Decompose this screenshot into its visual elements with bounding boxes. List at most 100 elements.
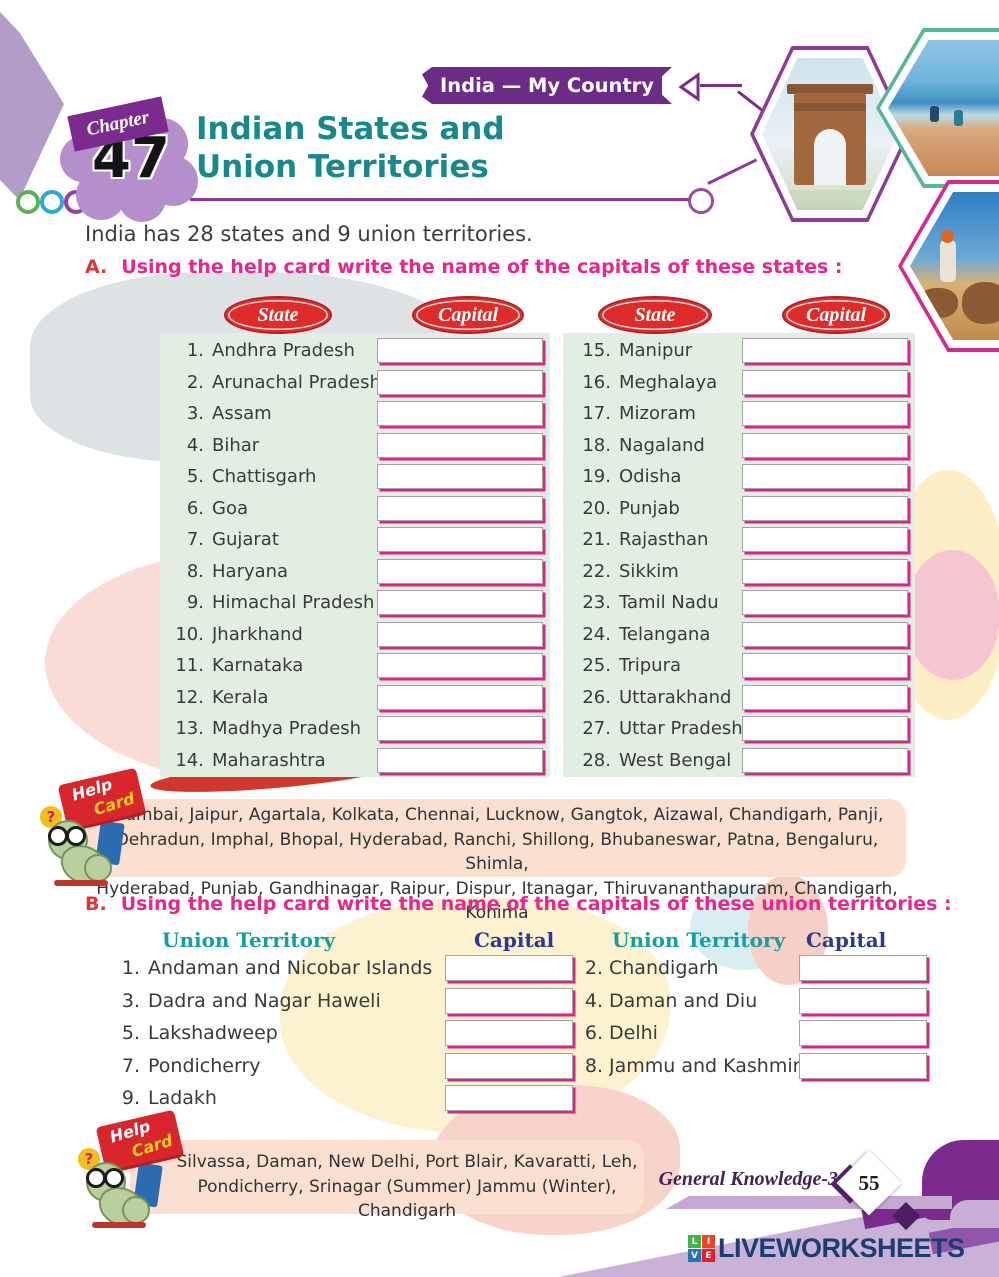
camel-illustration [910,192,999,340]
capital-answer-input[interactable] [742,401,908,427]
row-number: 26. [582,686,611,708]
capital-answer-input[interactable] [445,987,573,1014]
capital-answer-input[interactable] [377,464,543,490]
capital-answer-input[interactable] [445,1020,573,1047]
turban [941,230,954,243]
column-header-state-right: State [598,296,712,334]
capital-answer-input[interactable] [377,716,543,742]
capital-answer-input[interactable] [377,590,543,616]
capital-answer-input[interactable] [742,369,908,395]
capital-answer-input[interactable] [799,987,927,1014]
state-name: Gujarat [212,529,279,551]
capital-answer-input[interactable] [377,621,543,647]
glasses-icon [86,1168,106,1188]
capital-answer-input[interactable] [377,401,543,427]
brand-square-i: I [702,1235,715,1248]
state-row: 12. Kerala [160,682,550,714]
help-card-line: Mumbai, Jaipur, Agartala, Kolkata, Chenn… [110,805,884,825]
capital-answer-input[interactable] [742,527,908,553]
capital-answer-input[interactable] [742,684,908,710]
capital-answer-input[interactable] [742,653,908,679]
row-number: 2. [186,371,204,393]
capital-answer-input[interactable] [377,369,543,395]
help-card-b-text: Silvassa, Daman, New Delhi, Port Blair, … [130,1140,644,1224]
row-number: 6. [186,497,204,519]
india-gate-illustration [762,58,898,210]
help-card-a-text: Mumbai, Jaipur, Agartala, Kolkata, Chenn… [88,799,906,926]
capital-answer-input[interactable] [377,558,543,584]
capital-answer-input[interactable] [377,527,543,553]
row-number: 5. [186,466,204,488]
capital-answer-input[interactable] [742,716,908,742]
row-number: 24. [582,623,611,645]
capital-answer-input[interactable] [799,1020,927,1047]
camel-rider [940,240,956,282]
capital-answer-input[interactable] [742,621,908,647]
state-name: Bihar [212,434,260,456]
state-row: 2. Arunachal Pradesh [160,367,550,399]
ut-name: Ladakh [148,1087,217,1110]
glasses-icon [48,826,68,846]
capital-answer-input[interactable] [377,684,543,710]
capital-answer-input[interactable] [445,1085,573,1112]
capital-answer-input[interactable] [377,653,543,679]
capital-answer-input[interactable] [377,747,543,773]
capital-answer-input[interactable] [445,1052,573,1079]
states-table-right: 15. Manipur 16. Meghalaya 17. Mizoram 18… [563,333,915,777]
state-row: 6. Goa [160,493,550,525]
capital-answer-input[interactable] [742,464,908,490]
gate-body [794,92,866,185]
state-name: Goa [212,497,248,519]
connector-line [700,84,742,87]
capital-answer-input[interactable] [377,495,543,521]
capital-answer-input[interactable] [742,338,908,364]
brand-square-v: V [688,1249,701,1262]
section-b-label: B. [85,893,107,915]
state-name: Arunachal Pradesh [212,371,377,393]
row-number: 8. [584,1054,603,1077]
child-figure [930,106,939,122]
capital-answer-input[interactable] [742,747,908,773]
capital-answer-input[interactable] [799,955,927,982]
beach-illustration [888,40,999,176]
state-name: Kerala [212,686,269,708]
capital-answer-input[interactable] [799,1052,927,1079]
state-row: 15. Manipur [563,335,915,367]
capital-answer-input[interactable] [377,432,543,458]
row-number: 4. [584,989,603,1012]
state-name: Jharkhand [212,623,303,645]
ut-list-left: 1. Andaman and Nicobar Islands 3. Dadra … [100,952,573,1115]
ut-header-right: Union Territory [612,928,786,952]
ut-name: Pondicherry [148,1054,261,1077]
state-row: 7. Gujarat [160,524,550,556]
help-card-b: Silvassa, Daman, New Delhi, Port Blair, … [130,1140,644,1221]
state-name: Tamil Nadu [619,592,719,614]
column-header-state-left: State [224,296,332,334]
capital-answer-input[interactable] [742,495,908,521]
section-b-heading-text: Using the help card write the name of th… [120,893,952,915]
worm-tail [122,1196,150,1224]
state-name: Uttar Pradesh [619,718,742,740]
capital-answer-input[interactable] [742,558,908,584]
row-number: 27. [582,718,611,740]
ut-list-right: 2. Chandigarh 4. Daman and Diu 6. Delhi … [575,952,927,1082]
help-card-line: Silvassa, Daman, New Delhi, Port Blair, … [176,1152,638,1172]
title-underline [190,198,702,201]
state-row: 13. Madhya Pradesh [160,713,550,745]
gate-arch [814,128,846,185]
state-row: 11. Karnataka [160,650,550,682]
state-name: Andhra Pradesh [212,340,355,362]
ut-row: 2. Chandigarh [575,952,927,985]
glasses-icon [104,1168,124,1188]
capital-answer-input[interactable] [377,338,543,364]
capital-answer-input[interactable] [742,432,908,458]
chapter-label: Chapter [84,106,152,141]
row-number: 18. [582,434,611,456]
capital-answer-input[interactable] [742,590,908,616]
ut-row: 6. Delhi [575,1017,927,1050]
capital-answer-input[interactable] [445,955,573,982]
ring-decoration-blue [40,190,64,214]
help-card-a: Mumbai, Jaipur, Agartala, Kolkata, Chenn… [88,799,906,923]
ut-name: Jammu and Kashmir [609,1054,799,1077]
ground [762,190,898,203]
